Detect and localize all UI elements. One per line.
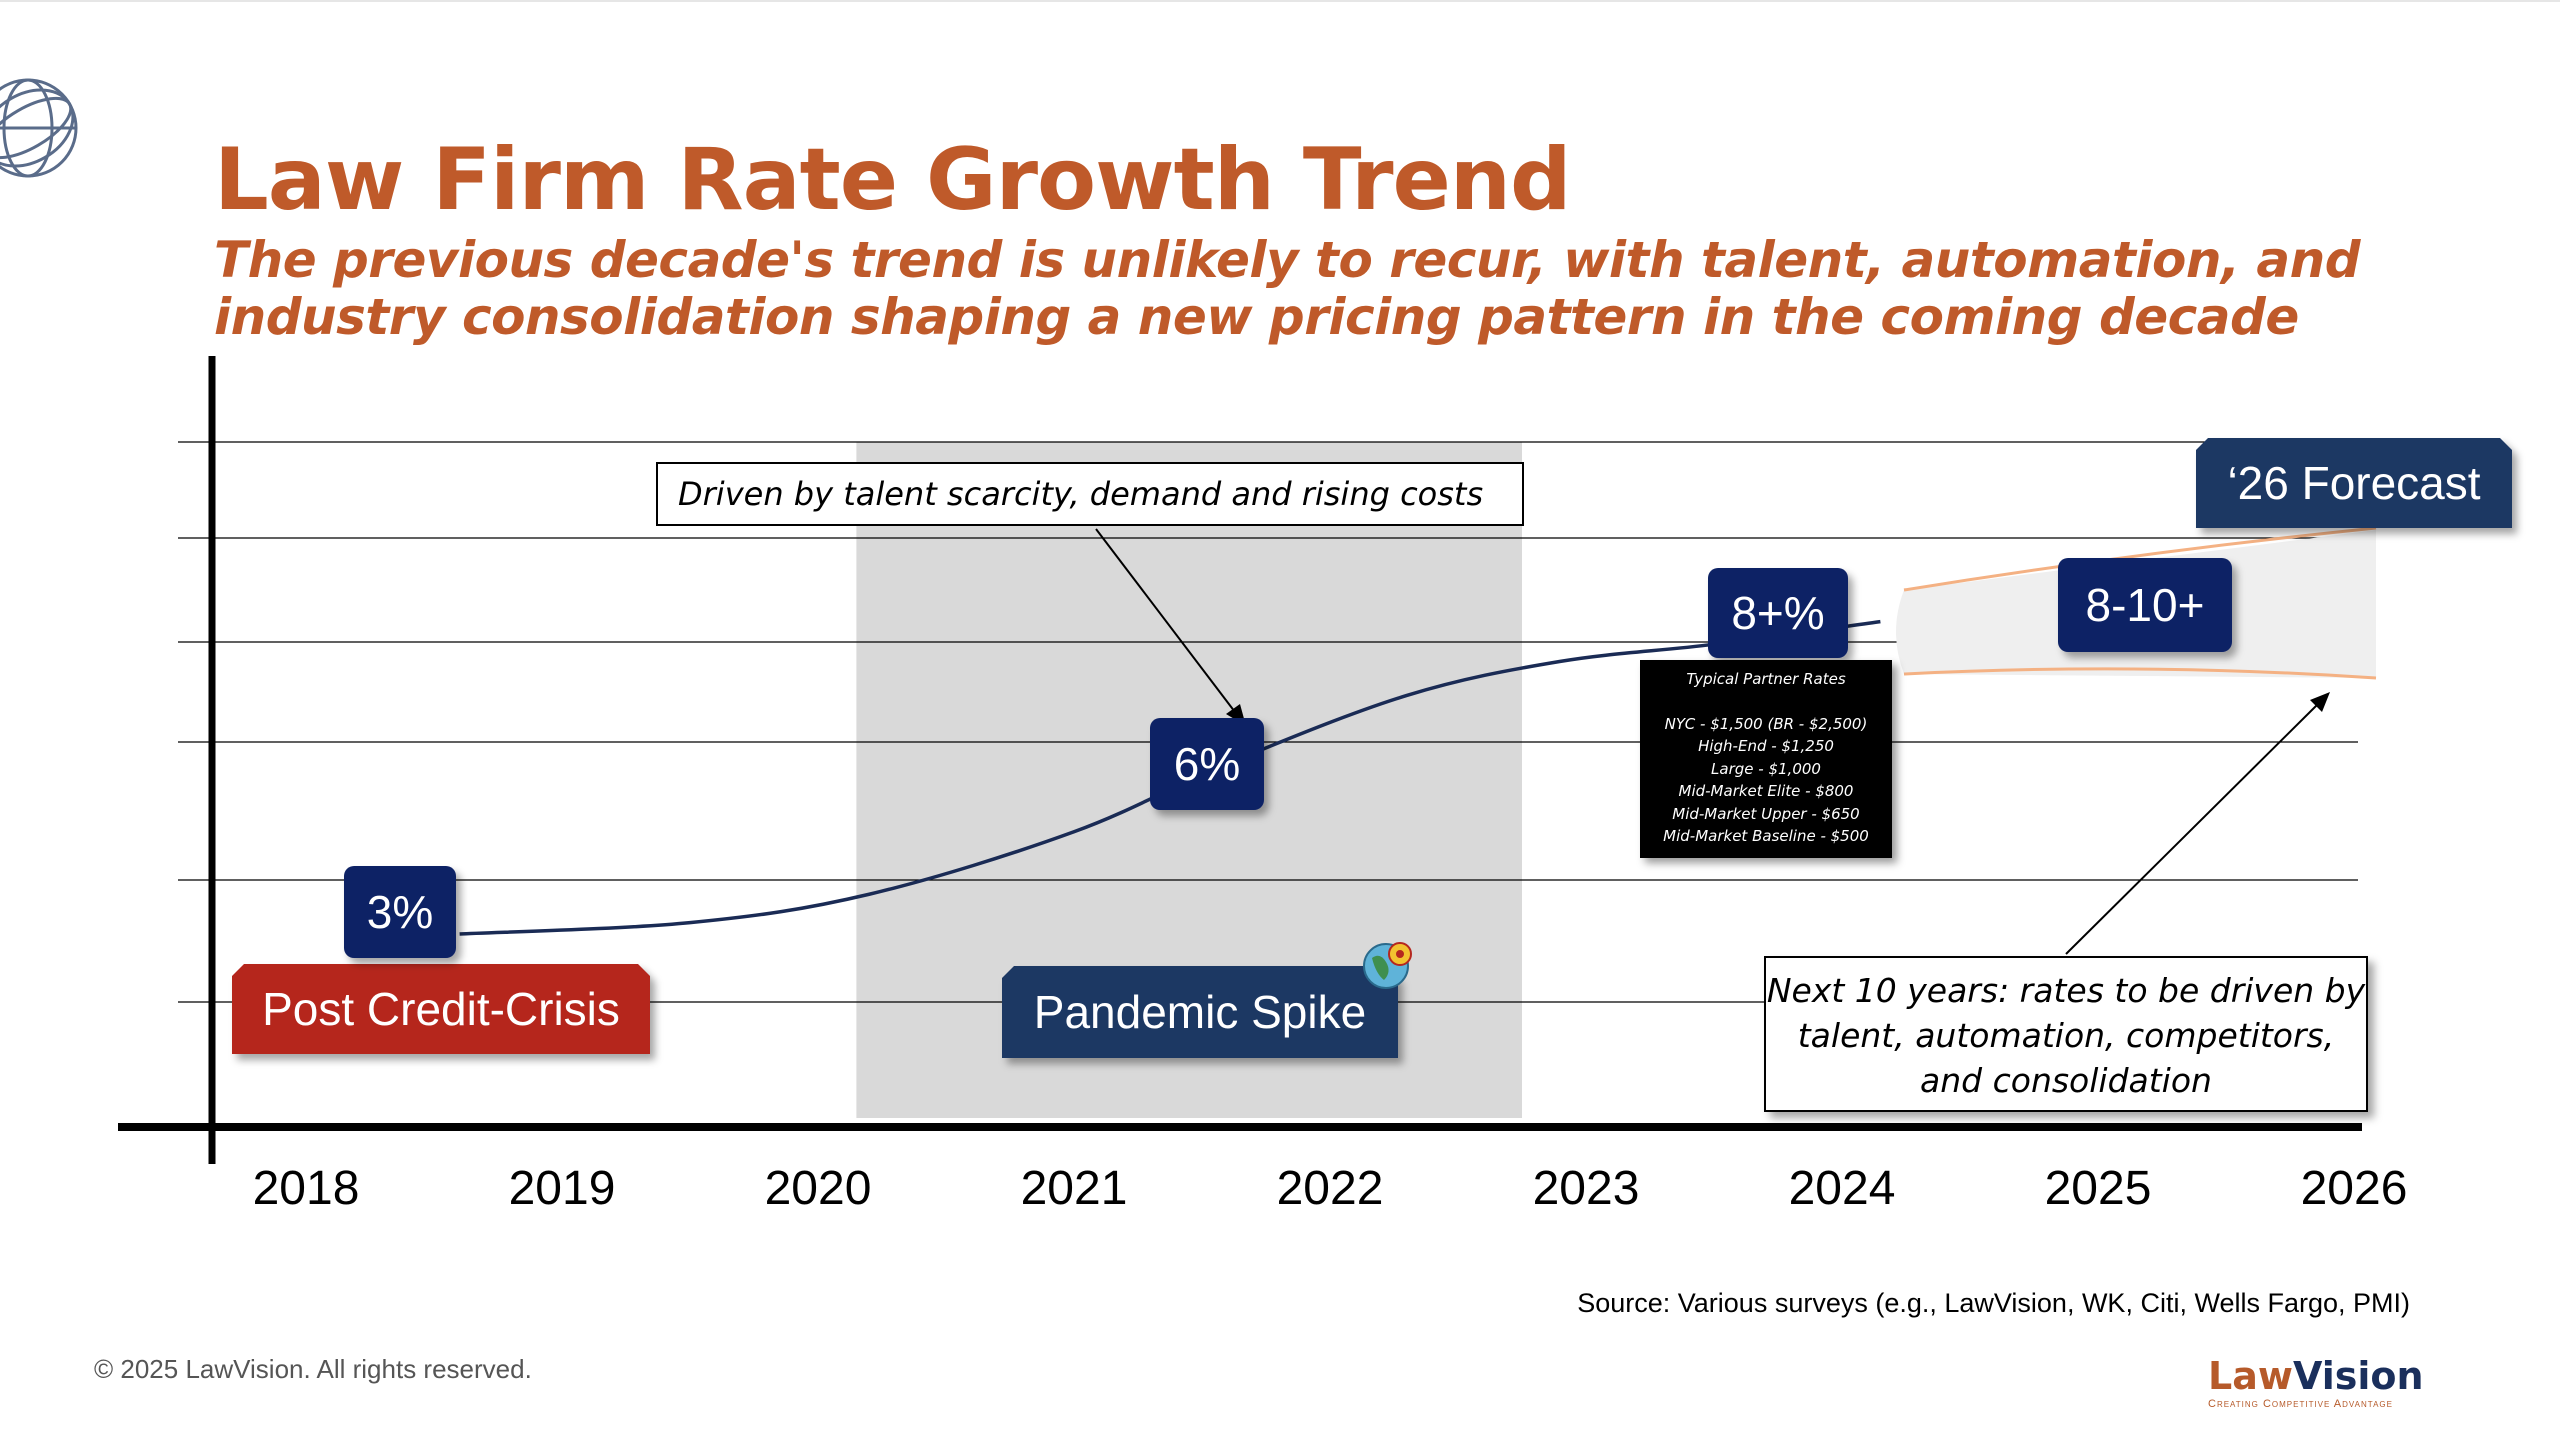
rate-badge-label: 8+% [1731,587,1824,639]
period-26-forecast-bg [2196,438,2512,528]
source-note: Source: Various surveys (e.g., LawVision… [1577,1288,2410,1318]
partner-rates-title: Typical Partner Rates [1686,670,1846,688]
logo-word-vision: Vision [2292,1354,2424,1398]
rate-badge: 6% [1150,718,1264,810]
x-tick-label: 2019 [509,1162,616,1215]
logo-word-law: Law [2208,1354,2293,1398]
rate-badge-bg [2058,558,2232,652]
period-post-credit-crisis-label: Post Credit-Crisis [262,983,620,1035]
rate-badge: 8-10+ [2058,558,2232,652]
virus-globe-icon-land [1372,955,1389,980]
rate-badge-label: 8-10+ [2086,579,2205,631]
period-post-credit-crisis-bg [232,964,650,1054]
forecast-band-upper-edge [1903,526,2377,592]
copyright-text: © 2025 LawVision. All rights reserved. [94,1354,532,1384]
rate-badge-bg [1150,718,1264,810]
partner-rate-item: NYC - $1,500 (BR - $2,500) [1664,714,1868,733]
virus-globe-icon [1363,942,1412,989]
period-pandemic-spike: Pandemic Spike [1002,966,1398,1058]
rate-badge-label: 6% [1174,738,1240,790]
callout-talent-scarcity: Driven by talent scarcity, demand and ri… [656,462,1524,526]
x-tick-label: 2024 [1789,1162,1896,1215]
subtitle-line-1: The previous decade's trend is unlikely … [214,231,2361,289]
page-subtitle: The previous decade's trend is unlikely … [214,232,2414,346]
forecast-arrow-line [2065,703,2319,955]
virus-globe-icon-core [1396,950,1404,958]
x-tick-label: 2018 [253,1162,360,1215]
callout-next-ten-years: Next 10 years: rates to be driven by tal… [1764,956,2368,1112]
x-tick-label: 2020 [765,1162,872,1215]
callout-arrow-line [1095,528,1239,717]
forecast-arrow-head [2310,692,2330,712]
x-tick-label: 2021 [1021,1162,1128,1215]
x-tick-label: 2026 [2301,1162,2408,1215]
rate-badge: 3% [344,866,456,958]
period-26-forecast-label: ‘26 Forecast [2227,457,2480,509]
rate-badge: 8+% [1708,568,1848,658]
rate-badge-bg [1708,568,1848,658]
x-tick-label: 2025 [2045,1162,2152,1215]
x-tick-label: 2022 [1277,1162,1384,1215]
period-pandemic-spike-label: Pandemic Spike [1034,986,1366,1038]
partner-rate-item: Mid-Market Elite - $800 [1678,782,1854,800]
rate-badge-label: 3% [367,886,433,938]
rate-badge-bg [344,866,456,958]
page-title: Law Firm Rate Growth Trend [214,130,1572,230]
forecast-band-lower-edge [1903,667,2377,680]
partner-rate-item: High-End - $1,250 [1698,737,1834,755]
lawvision-logo: LawVision Creating Competitive Advantage [2208,1354,2424,1426]
partner-rates-box: Typical Partner Rates NYC - $1,500 (BR -… [1640,660,1892,858]
partner-rate-item: Large - $1,000 [1711,759,1821,778]
period-pandemic-spike-bg [1002,966,1398,1058]
partner-rate-item: Mid-Market Baseline - $500 [1663,827,1869,845]
period-post-credit-crisis: Post Credit-Crisis [232,964,650,1054]
partner-rate-item: Mid-Market Upper - $650 [1672,804,1860,823]
logo-tagline: Creating Competitive Advantage [2208,1398,2393,1410]
x-tick-label: 2023 [1533,1162,1640,1215]
period-26-forecast: ‘26 Forecast [2196,438,2512,528]
subtitle-line-2: industry consolidation shaping a new pri… [214,288,2299,346]
globe-logo-icon [0,78,78,178]
